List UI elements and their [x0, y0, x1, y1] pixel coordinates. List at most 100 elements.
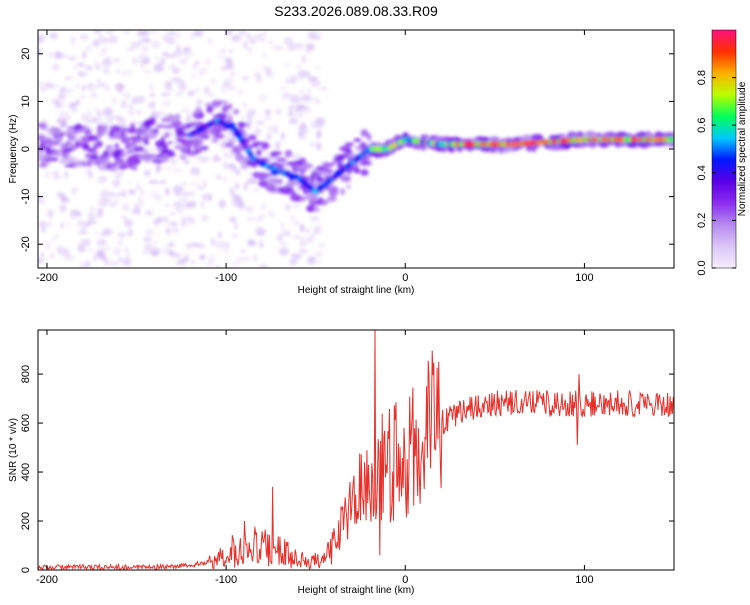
spectrogram-cell [123, 30, 130, 35]
spectrogram-cell [227, 137, 237, 144]
spectrogram-cell [204, 58, 212, 65]
spectrogram-cell [191, 72, 196, 80]
spectrogram-cell [258, 94, 268, 102]
spectrogram-cell [181, 215, 186, 223]
spectrogram-cell [63, 129, 75, 137]
spectrogram-cell [252, 186, 260, 193]
spectrogram-cell [184, 159, 190, 165]
spectrogram-cell [58, 112, 68, 116]
spectrogram-cell [266, 125, 275, 133]
y-tick-label: 400 [20, 463, 32, 481]
spectrogram-cell [59, 87, 64, 94]
spectrogram-cell [293, 219, 299, 227]
spectrogram-cell [82, 221, 92, 228]
spectrogram-cell [83, 132, 90, 137]
spectrogram-cell [137, 39, 143, 46]
spectrogram-cell [140, 61, 144, 71]
spectrogram-cell [234, 131, 243, 138]
spectrogram-cell [104, 154, 110, 161]
spectrogram-cell [225, 142, 235, 148]
spectrogram-cell [158, 109, 165, 114]
spectrogram-cell [96, 238, 108, 247]
spectrogram-cell [121, 137, 130, 144]
spectrogram-cell [169, 212, 176, 216]
spectrogram-cell [287, 43, 295, 52]
spectrogram-cell [148, 101, 156, 109]
spectrogram-cell [224, 247, 229, 256]
spectrogram-cell [128, 189, 136, 195]
spectrogram-cell [61, 101, 66, 109]
spectrogram-cell [130, 123, 136, 131]
spectrogram-cell [122, 258, 132, 266]
spectrogram-cell [289, 258, 298, 266]
spectrogram-cell [100, 82, 106, 87]
spectrogram-cell [109, 131, 115, 138]
y-tick-label: 200 [20, 512, 32, 530]
spectrogram-cell [154, 217, 164, 222]
spectrogram-cell [299, 198, 306, 202]
spectrogram-cell [217, 231, 223, 239]
spectrogram-cell [267, 177, 277, 185]
spectrogram-cell [47, 209, 54, 218]
spectrogram-cell [167, 242, 175, 247]
spectrogram-cell [294, 42, 305, 50]
spectrogram-cell [116, 68, 120, 75]
spectrogram-cell [198, 67, 208, 75]
spectrogram-cell [84, 155, 90, 160]
spectrogram-cell [149, 93, 156, 97]
spectrogram-cell [116, 83, 125, 90]
spectrogram-cell [85, 44, 92, 52]
spectrogram-cell [175, 113, 181, 120]
spectrogram-cell [196, 149, 202, 154]
spectrogram-cell [141, 45, 149, 53]
spectrogram-cell [187, 113, 192, 120]
spectrogram-cell [254, 127, 261, 136]
spectrogram-cell [267, 39, 275, 45]
spectrogram-cell [346, 183, 351, 190]
spectrogram-cell [99, 34, 103, 43]
spectrogram-cell [284, 92, 291, 99]
spectrogram-cell [128, 109, 136, 117]
spectrogram-cell [60, 194, 67, 203]
spectrogram-cell [122, 92, 132, 100]
spectrogram-cell [221, 106, 228, 112]
spectrogram-cell [105, 246, 111, 251]
spectrogram-cell [265, 184, 277, 192]
spectrogram-cell [149, 30, 158, 34]
spectrogram-cell [86, 82, 96, 91]
spectrogram-cell [178, 58, 189, 65]
spectrogram-cell [82, 51, 87, 59]
spectrogram-cell [111, 151, 122, 158]
spectrogram-cell [210, 77, 217, 85]
spectrogram-cell [80, 94, 86, 100]
spectrogram-cell [38, 162, 48, 168]
spectrogram-cell [81, 84, 86, 92]
spectrogram-cell [220, 48, 227, 53]
spectrogram-cell [299, 135, 307, 141]
spectrogram-cell [315, 125, 325, 130]
snr-panel: -200 -100 0 100 0 200 400 600 800 Height of str… [8, 329, 675, 596]
spectrogram-cell [318, 243, 326, 248]
x-tick-label: 100 [575, 574, 593, 586]
spectrogram-cell [243, 182, 248, 187]
colorbar-label: Normalized spectral amplitude [737, 81, 748, 216]
spectrogram-cell [143, 169, 151, 177]
spectrogram-cell [39, 81, 44, 87]
spectrogram-cell [111, 96, 118, 106]
spectrogram-cell [605, 142, 615, 146]
y-tick-label: -20 [20, 236, 32, 252]
spectrogram-cell [272, 45, 284, 51]
spectrogram-cell [135, 129, 142, 137]
x-tick-label: -200 [36, 272, 58, 284]
spectrogram-cell [108, 166, 119, 172]
spectrogram-cell [191, 32, 195, 41]
spectrogram-cell [456, 147, 463, 152]
spectrogram-cell [252, 141, 263, 145]
spectrogram-cell [259, 242, 264, 249]
spectrogram-cell [310, 96, 316, 103]
spectrogram-cell [77, 244, 86, 253]
spectrogram-cell [180, 108, 191, 113]
spectrogram-cell [97, 208, 103, 217]
spectrogram-cell [299, 248, 308, 255]
spectrogram-cell [125, 47, 135, 52]
